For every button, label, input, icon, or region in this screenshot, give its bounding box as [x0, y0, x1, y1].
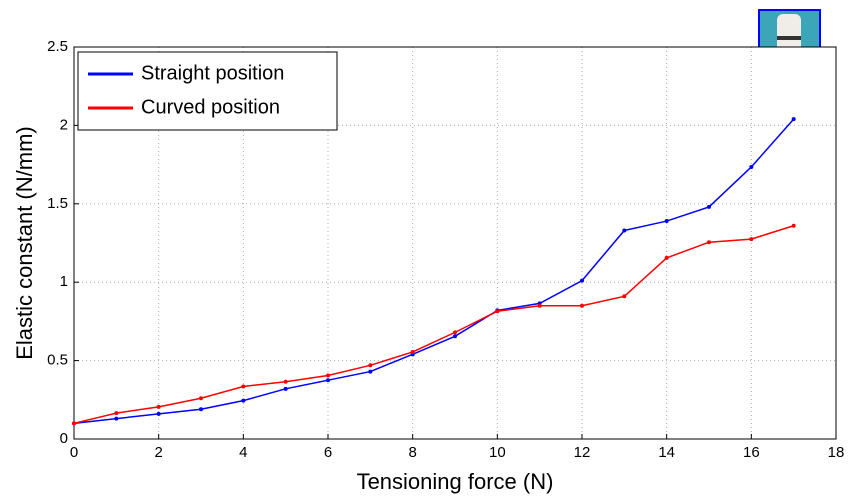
point: [368, 369, 373, 374]
point: [114, 411, 119, 416]
point: [241, 398, 246, 403]
point: [72, 421, 76, 426]
point: [749, 237, 754, 242]
x-tick-label: 8: [408, 444, 416, 461]
point: [453, 330, 457, 335]
point: [156, 411, 161, 416]
y-tick-label: 2.5: [47, 38, 68, 55]
x-tick-label: 10: [489, 444, 506, 461]
series-line: [73, 118, 795, 425]
legend-box: [77, 51, 338, 131]
point: [326, 373, 330, 378]
x-tick-label: 14: [658, 444, 675, 461]
point: [199, 407, 203, 412]
point: [622, 294, 627, 299]
point: [580, 303, 584, 308]
point: [622, 228, 627, 233]
y-tick-label: 1.5: [47, 195, 68, 212]
plot-frame: [73, 46, 837, 440]
point: [283, 386, 288, 391]
x-tick-label: 4: [239, 444, 247, 461]
y-tick-label: 0.5: [47, 352, 68, 369]
y-tick-label: 2: [60, 116, 68, 133]
point: [453, 334, 457, 339]
point: [368, 363, 373, 368]
x-axis-label: Tensioning force (N): [357, 469, 554, 494]
point: [156, 404, 161, 409]
x-tick-label: 6: [324, 444, 332, 461]
point: [791, 117, 796, 122]
x-tick-label: 12: [574, 444, 591, 461]
point: [537, 303, 542, 308]
point: [580, 278, 584, 283]
point: [283, 379, 288, 384]
x-tick-label: 0: [70, 444, 78, 461]
point: [114, 416, 119, 421]
point: [749, 164, 754, 169]
point: [199, 396, 203, 401]
y-axis-label: Elastic constant (N/mm): [12, 126, 37, 360]
point: [241, 384, 246, 389]
point: [664, 219, 669, 224]
point: [410, 349, 415, 354]
y-tick-label: 0: [60, 430, 68, 447]
point: [664, 255, 669, 260]
point: [326, 378, 330, 383]
legend-label: Straight position: [141, 62, 284, 84]
series-line: [73, 225, 794, 425]
point: [707, 204, 711, 209]
y-tick-label: 1: [60, 273, 68, 290]
point: [707, 240, 711, 245]
x-tick-label: 16: [743, 444, 760, 461]
x-tick-label: 18: [828, 444, 845, 461]
legend-label: Curved position: [141, 96, 280, 118]
x-tick-label: 2: [154, 444, 162, 461]
point: [791, 223, 796, 228]
point: [495, 309, 500, 314]
